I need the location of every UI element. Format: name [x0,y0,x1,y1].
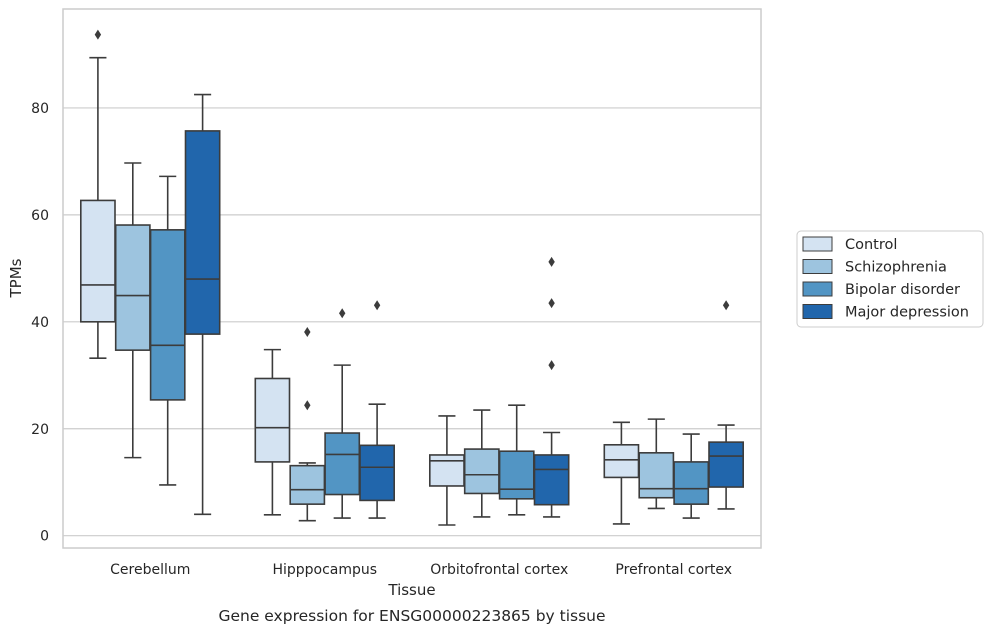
x-tick-label: Prefrontal cortex [615,562,732,578]
legend-frame [796,230,984,328]
legend-swatch [802,259,833,274]
outlier-point [94,29,102,40]
box [638,452,675,499]
box-group [603,421,640,525]
chart-caption: Gene expression for ENSG00000223865 by t… [218,607,605,625]
box-group [184,93,221,516]
box-group [79,29,116,359]
legend-swatch [802,236,833,252]
y-tick-labels: 0 20 40 60 80 [31,101,49,545]
x-tick-label: Hipppocampus [272,562,377,578]
box [463,448,500,495]
x-axis-title: Tissue [387,581,435,599]
box-group [463,409,500,518]
y-tick-label: 80 [31,101,49,117]
box-group [114,162,151,459]
box [289,464,326,505]
box [324,432,361,496]
x-tick-label: Cerebellum [110,562,190,578]
box [254,377,291,463]
legend-label: Schizophrenia [845,260,947,276]
outlier-point [304,326,311,337]
outlier-point [548,298,555,309]
box-group [498,404,535,516]
y-tick-label: 20 [31,422,49,438]
box [603,443,640,479]
box-group [673,433,710,519]
box [114,224,151,351]
box [708,441,745,488]
box [184,130,221,335]
y-tick-label: 60 [31,208,49,224]
box-group [428,415,465,526]
legend-swatch [802,304,833,319]
box-group [289,326,326,522]
box [673,461,710,505]
outlier-point [548,360,555,371]
legend: Control Schizophrenia Bipolar disorder Majo… [796,230,984,328]
box-group [359,300,396,519]
legend-swatch [802,281,833,297]
box [533,454,570,506]
legend-label: Bipolar disorder [845,282,960,298]
x-tick-label: Orbitofrontal cortex [430,562,568,578]
box-group [708,300,745,510]
box-group [638,418,675,510]
outlier-point [373,300,381,311]
box [498,450,535,500]
outlier-point [304,400,311,411]
box [149,229,186,401]
legend-label: Major depression [845,305,969,321]
y-tick-label: 40 [31,315,49,331]
box-group [324,308,361,519]
box [428,454,465,487]
legend-label: Control [845,237,897,253]
box [79,199,116,323]
box-group [254,348,291,516]
y-axis-title: TPMs [7,258,25,298]
plot-frame [62,8,762,549]
box-group [533,256,570,518]
box-group [149,175,186,486]
outlier-point [339,308,346,319]
y-tick-label: 0 [40,529,49,545]
outlier-point [548,256,555,267]
outlier-point [722,300,730,311]
x-tick-labels: Cerebellum Hipppocampus Orbitofrontal cort… [110,562,732,578]
box [359,444,396,502]
boxes [79,29,745,526]
